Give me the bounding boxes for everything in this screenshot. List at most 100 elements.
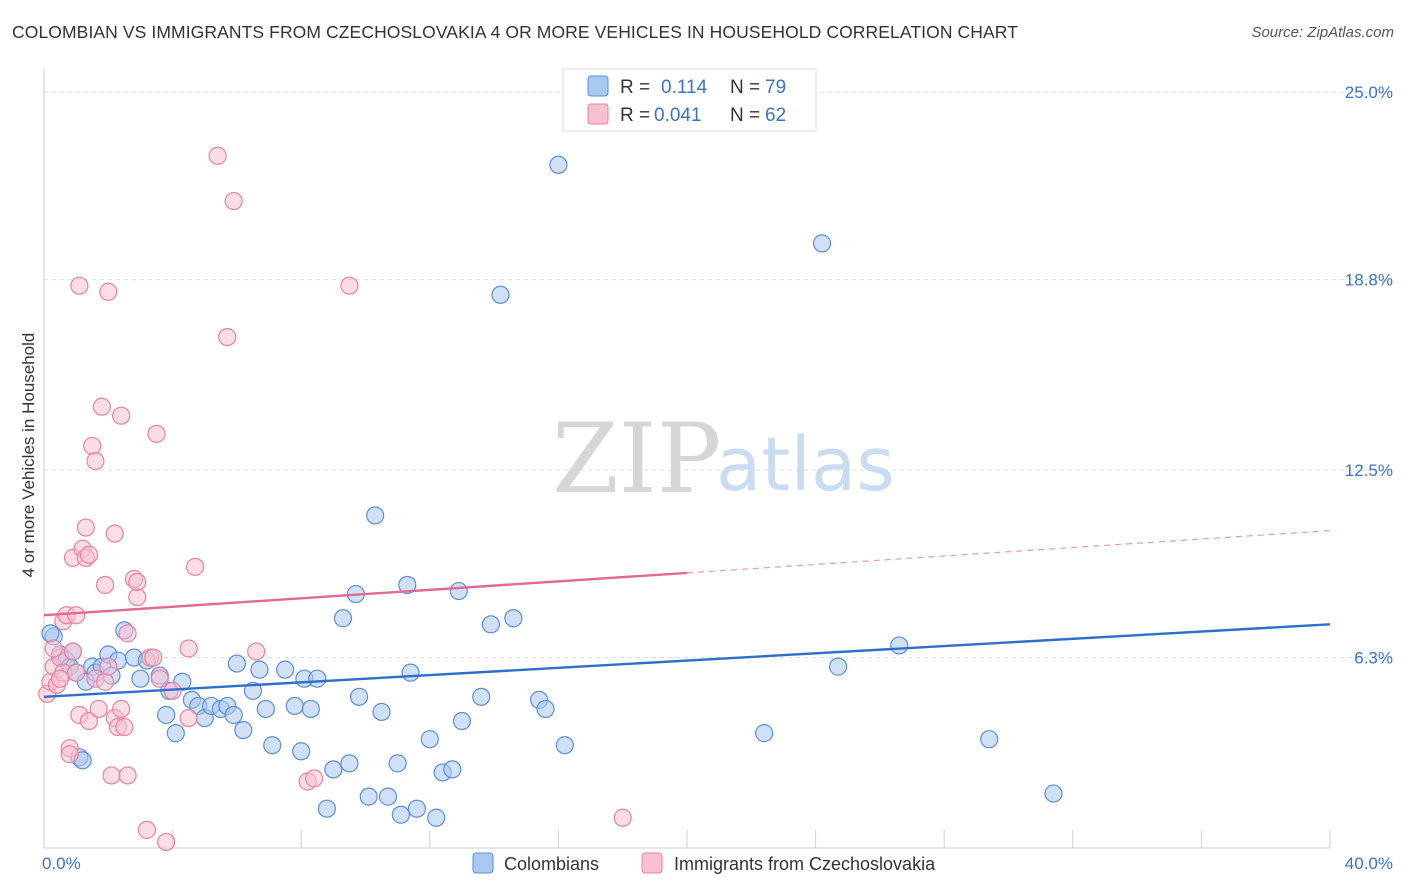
watermark-zip: ZIP [552, 403, 721, 515]
point-1-43 [147, 424, 166, 443]
point-0-35 [263, 736, 282, 755]
point-0-53 [391, 805, 410, 824]
point-1-50 [224, 191, 243, 211]
legend-swatch-colombians [587, 75, 609, 97]
point-1-51 [247, 642, 266, 661]
legend-n-label-2: N = [730, 105, 760, 126]
point-0-71 [755, 724, 774, 743]
point-0-31 [234, 720, 253, 740]
point-0-19 [157, 705, 176, 725]
point-0-61 [449, 581, 468, 601]
point-0-45 [340, 754, 359, 773]
point-0-33 [250, 660, 269, 679]
point-1-42 [144, 648, 163, 667]
legend-n-label-1: N = [730, 77, 760, 98]
point-1-14 [70, 276, 89, 295]
axes [43, 68, 1331, 849]
point-0-38 [292, 742, 311, 761]
point-1-49 [218, 328, 237, 347]
point-0-66 [504, 609, 523, 628]
point-0-32 [243, 681, 263, 700]
point-1-10 [63, 642, 83, 661]
point-0-50 [372, 702, 391, 722]
point-0-57 [420, 730, 439, 749]
point-0-16 [131, 669, 150, 688]
point-0-41 [308, 669, 327, 688]
point-1-35 [118, 766, 137, 785]
y-tick-label-1: 12.5% [1345, 461, 1393, 480]
bottom-legend-label-colombians: Colombians [504, 854, 599, 874]
point-1-40 [137, 820, 156, 839]
point-1-48 [208, 146, 227, 165]
y-tick-label-3: 25.0% [1345, 83, 1393, 102]
point-1-39 [128, 572, 147, 592]
trend-lines [43, 529, 1331, 699]
point-0-77 [41, 624, 60, 643]
point-1-30 [105, 524, 124, 543]
point-1-12 [67, 663, 86, 682]
point-1-58 [67, 606, 86, 625]
point-0-73 [812, 234, 832, 253]
top-legend: R = 0.114 N = 79 R = 0.041 N = 62 [562, 68, 817, 132]
chart-title: COLOMBIAN VS IMMIGRANTS FROM CZECHOSLOVA… [12, 22, 1018, 42]
point-0-37 [285, 696, 304, 716]
point-1-28 [102, 766, 121, 785]
point-1-53 [304, 769, 324, 788]
legend-r-label-1: R = [620, 77, 650, 98]
point-1-26 [95, 672, 115, 691]
point-1-25 [95, 575, 115, 595]
point-1-56 [150, 669, 169, 688]
point-0-58 [427, 808, 446, 827]
legend-r-value-2: 0.041 [654, 105, 702, 126]
point-1-19 [79, 711, 99, 731]
point-1-36 [118, 624, 137, 643]
point-0-49 [366, 506, 385, 525]
point-0-44 [333, 609, 353, 628]
point-0-72 [829, 657, 848, 676]
point-1-44 [157, 832, 176, 852]
point-0-34 [256, 699, 275, 719]
point-0-40 [301, 699, 320, 719]
x-tick-label-1: 40.0% [1345, 854, 1393, 873]
point-1-59 [99, 657, 118, 676]
point-0-52 [388, 754, 407, 773]
point-0-36 [276, 660, 295, 679]
point-0-55 [398, 575, 417, 595]
point-0-56 [407, 799, 427, 818]
point-1-32 [112, 406, 131, 425]
point-0-60 [443, 760, 462, 779]
point-0-68 [536, 699, 555, 719]
point-0-51 [378, 787, 398, 806]
point-1-60 [50, 669, 70, 688]
point-0-75 [980, 730, 999, 749]
data-points [38, 146, 1063, 852]
legend-n-value-2: 62 [765, 105, 786, 126]
watermark-atlas: atlas [716, 422, 895, 508]
trend-line-0 [43, 623, 1331, 699]
point-0-47 [349, 687, 369, 706]
bottom-legend-swatch-colombians [472, 852, 494, 874]
point-1-20 [83, 436, 102, 456]
x-tick-label-0: 0.0% [42, 854, 81, 873]
point-1-45 [179, 639, 198, 658]
bottom-legend-swatch-czechoslovakia [641, 852, 663, 874]
point-1-54 [340, 276, 359, 295]
legend-swatch-czechoslovakia [587, 103, 609, 125]
legend-n-value-1: 79 [765, 77, 786, 98]
point-1-24 [92, 397, 111, 416]
tick-labels: 6.3% 12.5% 18.8% 25.0% 0.0% 40.0% [42, 83, 1393, 873]
point-0-65 [491, 285, 510, 304]
point-0-64 [481, 615, 500, 634]
point-1-27 [99, 282, 118, 301]
gridlines [44, 91, 1394, 659]
trend-line-dashed-1 [686, 529, 1331, 574]
point-0-62 [452, 711, 472, 731]
source-label: Source: ZipAtlas.com [1251, 24, 1394, 41]
point-0-48 [359, 787, 378, 806]
point-0-29 [224, 705, 243, 725]
point-0-42 [317, 799, 337, 818]
point-1-9 [60, 745, 79, 764]
point-1-47 [186, 557, 205, 576]
point-1-33 [112, 699, 131, 719]
